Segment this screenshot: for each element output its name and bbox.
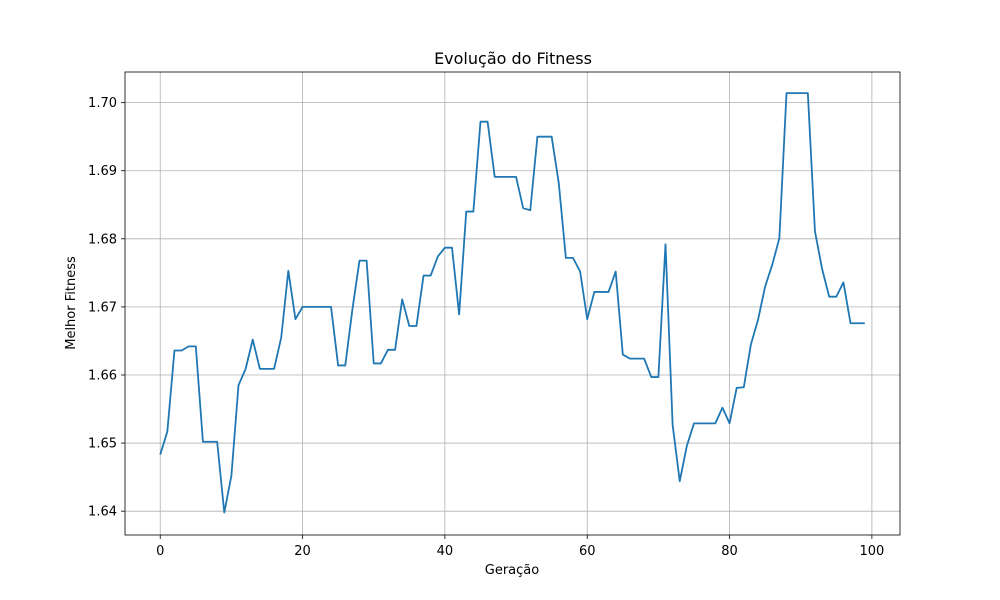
x-axis: 0 20 40 60 80 100 (156, 535, 884, 559)
y-tick-label: 1.65 (88, 437, 117, 452)
y-tick-label: 1.68 (88, 232, 117, 247)
series-layer (159, 92, 865, 514)
x-tick-label: 40 (437, 544, 454, 559)
x-axis-label: Geração (485, 563, 539, 578)
plot-frame (124, 71, 901, 536)
y-tick-label: 1.64 (88, 505, 117, 520)
y-tick-label: 1.67 (88, 300, 117, 315)
y-tick-label: 1.70 (88, 96, 117, 111)
series-line (159, 92, 865, 514)
y-tick-label: 1.69 (88, 164, 117, 179)
y-axis-label: Melhor Fitness (64, 256, 79, 350)
x-tick-label: 0 (156, 544, 164, 559)
y-axis: 1.64 1.65 1.66 1.67 1.68 1.69 1.70 (88, 96, 125, 520)
x-tick-label: 20 (294, 544, 311, 559)
grid (125, 72, 900, 535)
y-tick-label: 1.66 (88, 368, 117, 383)
x-tick-label: 100 (859, 544, 884, 559)
x-tick-label: 80 (721, 544, 738, 559)
chart-title: Evolução do Fitness (434, 49, 592, 68)
x-tick-label: 60 (579, 544, 596, 559)
